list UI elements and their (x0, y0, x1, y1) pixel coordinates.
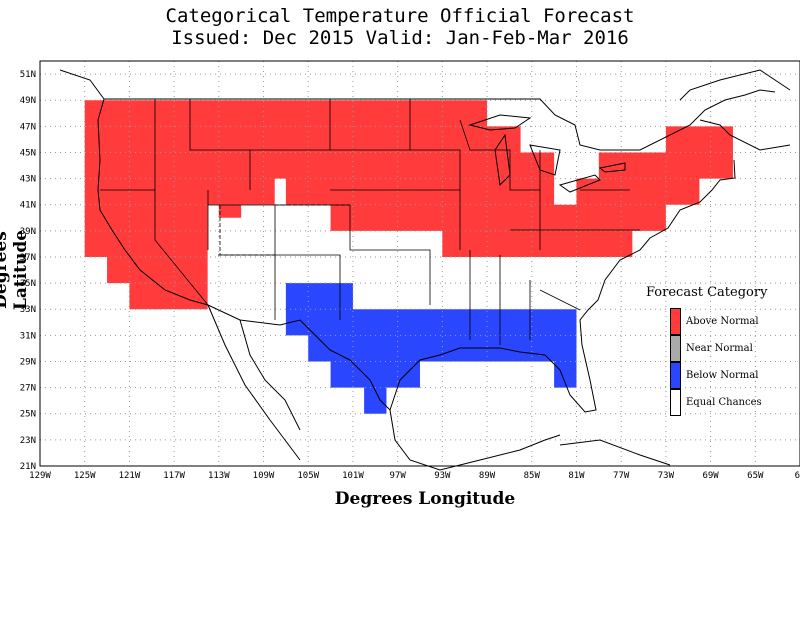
legend-swatch (670, 362, 681, 389)
lake-superior (468, 114, 532, 131)
legend-label: Near Normal (686, 343, 753, 354)
y-tick-label: 35N (20, 279, 36, 289)
legend-title: Forecast Category (646, 285, 768, 300)
y-tick-label: 51N (20, 70, 36, 80)
y-tick-label: 23N (20, 436, 36, 446)
x-tick-label: 61 (795, 471, 800, 481)
y-tick-label: 39N (20, 227, 36, 237)
legend-item-equal-chances: Equal Chances (670, 389, 762, 416)
great-lakes (468, 114, 626, 193)
x-tick-label: 85W (524, 471, 541, 481)
x-tick-label: 109W (253, 471, 275, 481)
x-tick-label: 121W (119, 471, 141, 481)
x-tick-label: 65W (747, 471, 764, 481)
plot-frame (39, 60, 800, 467)
x-tick-label: 125W (74, 471, 96, 481)
legend-item-near-normal: Near Normal (670, 335, 762, 362)
y-tick-label: 47N (20, 122, 36, 132)
x-tick-label: 97W (390, 471, 407, 481)
y-tick-label: 37N (20, 253, 36, 263)
x-tick-label: 129W (29, 471, 51, 481)
lake-michigan (494, 133, 511, 187)
cuba-island (559, 439, 671, 466)
legend-item-above-normal: Above Normal (670, 308, 762, 335)
state-border-dashed (218, 204, 350, 256)
y-tick-label: 21N (20, 462, 36, 472)
map-title-line2: Issued: Dec 2015 Valid: Jan-Feb-Mar 2016 (171, 27, 629, 49)
y-tick-label: 31N (20, 331, 36, 341)
x-tick-label: 77W (613, 471, 630, 481)
x-tick-label: 93W (434, 471, 451, 481)
state-border-lines (100, 99, 640, 345)
us-coastline (97, 89, 776, 413)
region-below-normal (285, 283, 577, 414)
state-borders (100, 99, 640, 345)
legend-item-below-normal: Below Normal (670, 362, 762, 389)
y-tick-label: 25N (20, 410, 36, 420)
x-tick-label: 73W (658, 471, 675, 481)
x-tick-label: 101W (342, 471, 364, 481)
y-tick-label: 33N (20, 305, 36, 315)
y-axis-label: Degrees Latitude (0, 229, 31, 311)
x-tick-label: 81W (568, 471, 585, 481)
legend-label: Above Normal (686, 316, 759, 327)
legend-label: Equal Chances (686, 397, 762, 408)
x-tick-label: 69W (702, 471, 719, 481)
legend-swatch (670, 308, 681, 335)
y-tick-label: 49N (20, 96, 36, 106)
legend-swatch (670, 335, 681, 362)
x-tick-label: 105W (297, 471, 319, 481)
x-tick-labels: 129W 125W 121W 117W 113W 109W 105W 101W 97W 93W 89… (29, 471, 800, 481)
x-tick-label: 117W (163, 471, 185, 481)
lake-erie (558, 174, 601, 193)
x-axis-label: Degrees Longitude (334, 489, 516, 509)
x-tick-label: 89W (479, 471, 496, 481)
legend-swatch (670, 389, 681, 416)
mexico-coast (207, 304, 561, 471)
lake-ontario (598, 162, 626, 173)
y-tick-label: 41N (20, 201, 36, 211)
lake-huron (529, 144, 561, 176)
y-tick-label: 45N (20, 148, 36, 158)
us-outline (59, 69, 791, 471)
y-tick-label: 29N (20, 357, 36, 367)
map-title-line1: Categorical Temperature Official Forecas… (165, 5, 635, 27)
canada-coast (59, 69, 791, 151)
legend: Above Normal Near Normal Below Normal Eq… (670, 308, 762, 416)
y-tick-labels: 51N 49N 47N 45N 43N 41N 39N 37N 35N 33N 31N 29N 27N 2… (20, 70, 36, 472)
x-tick-label: 113W (208, 471, 230, 481)
legend-label: Below Normal (686, 370, 759, 381)
y-tick-label: 27N (20, 384, 36, 394)
map-gridlines (40, 61, 800, 466)
y-tick-label: 43N (20, 175, 36, 185)
